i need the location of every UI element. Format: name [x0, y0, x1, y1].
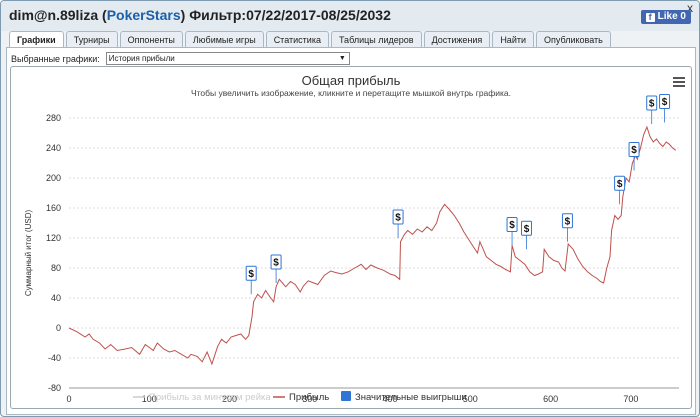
big-win-box: [646, 95, 658, 111]
big-win-box: [561, 213, 573, 229]
big-win-box: [659, 94, 671, 109]
close-button[interactable]: x: [687, 1, 693, 15]
dropdown-arrow-icon: ▼: [338, 55, 346, 62]
title-bar: dim@n.89liza (PokerStars) Фильтр:07/22/2…: [1, 1, 699, 31]
big-win-marker: $: [561, 213, 573, 242]
y-tick-label: 0: [56, 323, 61, 333]
big-win-dollar-icon: $: [631, 145, 637, 156]
y-tick-label: 280: [46, 113, 61, 123]
x-tick-label: 100: [142, 394, 157, 404]
x-tick-label: 300: [302, 394, 317, 404]
title-user: dim@n.89liza: [9, 7, 99, 23]
x-tick-label: 700: [623, 394, 638, 404]
y-tick-label: -80: [48, 383, 61, 393]
graph-select-row: Выбранные графики: История прибыли ▼: [11, 52, 350, 65]
y-tick-label: -40: [48, 353, 61, 363]
profit-chart[interactable]: -80 -40 0 40 80 120 160 200 240 280 0 100 200 300 400 5…: [11, 67, 691, 408]
tab-tournaments[interactable]: Турниры: [65, 31, 118, 47]
y-tick-label: 200: [46, 173, 61, 183]
big-win-dollar-icon: $: [273, 258, 279, 269]
legend-label: Значительные выигрыши: [355, 392, 467, 403]
big-win-marker: $: [506, 217, 518, 246]
big-win-marker: $: [659, 94, 671, 123]
big-win-marker: $: [628, 142, 640, 171]
tab-search[interactable]: Найти: [492, 31, 534, 47]
tab-graphs[interactable]: Графики: [9, 31, 64, 48]
title-filter: Фильтр:07/22/2017-08/25/2032: [189, 7, 391, 23]
big-win-box: [270, 254, 282, 270]
tab-favorite-games[interactable]: Любимые игры: [184, 31, 264, 47]
tab-achievements[interactable]: Достижения: [423, 31, 491, 47]
title-site-open: (: [102, 7, 107, 23]
y-axis-label: Суммарный итог (USD): [24, 210, 33, 297]
tab-opponents[interactable]: Оппоненты: [119, 31, 183, 47]
chart-title: Общая прибыль: [301, 73, 401, 88]
big-win-dollar-icon: $: [395, 213, 401, 224]
graph-select-value: История прибыли: [108, 54, 175, 63]
tab-bar: Графики Турниры Оппоненты Любимые игры С…: [9, 31, 611, 48]
big-win-box: [506, 217, 518, 232]
graphs-panel: Выбранные графики: История прибыли ▼ Общ…: [6, 47, 696, 415]
tab-statistics[interactable]: Статистика: [265, 31, 329, 47]
legend-label: Прибыль за минусом рейка: [149, 392, 271, 403]
big-win-box: [628, 142, 640, 157]
title-site-close: ): [180, 7, 186, 23]
big-win-box: [521, 220, 532, 236]
facebook-icon: f: [645, 12, 655, 22]
chart-menu-icon[interactable]: [673, 77, 685, 87]
x-tick-label: 400: [383, 394, 398, 404]
profit-series-line: [68, 125, 677, 366]
legend-item-profit: Прибыль: [273, 392, 329, 403]
legend-swatch-box: [341, 391, 351, 401]
chart-container[interactable]: Общая прибыль Чтобы увеличить изображени…: [10, 66, 692, 409]
big-win-box: [614, 175, 626, 191]
legend-label: Прибыль: [289, 392, 329, 403]
big-win-marker: $: [270, 254, 282, 283]
y-tick-label: 240: [46, 143, 61, 153]
big-win-dollar-icon: $: [248, 269, 254, 280]
big-win-marker: $: [646, 95, 658, 124]
big-win-dollar-icon: $: [662, 97, 668, 108]
y-tick-label: 40: [51, 293, 61, 303]
big-win-marker: $: [614, 175, 626, 205]
chart-subtitle: Чтобы увеличить изображение, кликните и …: [190, 88, 512, 98]
big-win-dollar-icon: $: [649, 99, 655, 110]
like-label: Like 0: [657, 11, 686, 22]
facebook-like-button[interactable]: f Like 0: [640, 10, 691, 24]
x-tick-label: 500: [463, 394, 478, 404]
big-win-box: [245, 265, 257, 281]
big-win-box: [392, 209, 404, 225]
y-tick-label: 120: [46, 233, 61, 243]
graph-select-dropdown[interactable]: История прибыли ▼: [105, 52, 350, 65]
tab-publish[interactable]: Опубликовать: [536, 31, 611, 47]
y-tick-label: 160: [46, 203, 61, 213]
graph-select-label: Выбранные графики:: [11, 53, 100, 64]
big-win-marker: $: [245, 265, 257, 295]
big-win-dollar-icon: $: [524, 224, 530, 235]
x-tick-label: 600: [543, 394, 558, 404]
big-win-dollar-icon: $: [509, 220, 515, 231]
legend-item-big-wins: Значительные выигрыши: [341, 391, 467, 403]
window-title: dim@n.89liza (PokerStars) Фильтр:07/22/2…: [9, 7, 391, 23]
big-win-dollar-icon: $: [617, 179, 623, 190]
big-win-marker: $: [521, 220, 532, 250]
big-win-marker: $: [392, 209, 404, 238]
x-tick-label: 200: [222, 394, 237, 404]
tab-leaderboards[interactable]: Таблицы лидеров: [330, 31, 422, 47]
big-win-dollar-icon: $: [565, 216, 571, 227]
legend-item-profit-after-rake: Прибыль за минусом рейка: [133, 392, 271, 403]
title-site-link[interactable]: PokerStars: [106, 7, 181, 23]
y-tick-label: 80: [51, 263, 61, 273]
x-tick-label: 0: [66, 394, 71, 404]
